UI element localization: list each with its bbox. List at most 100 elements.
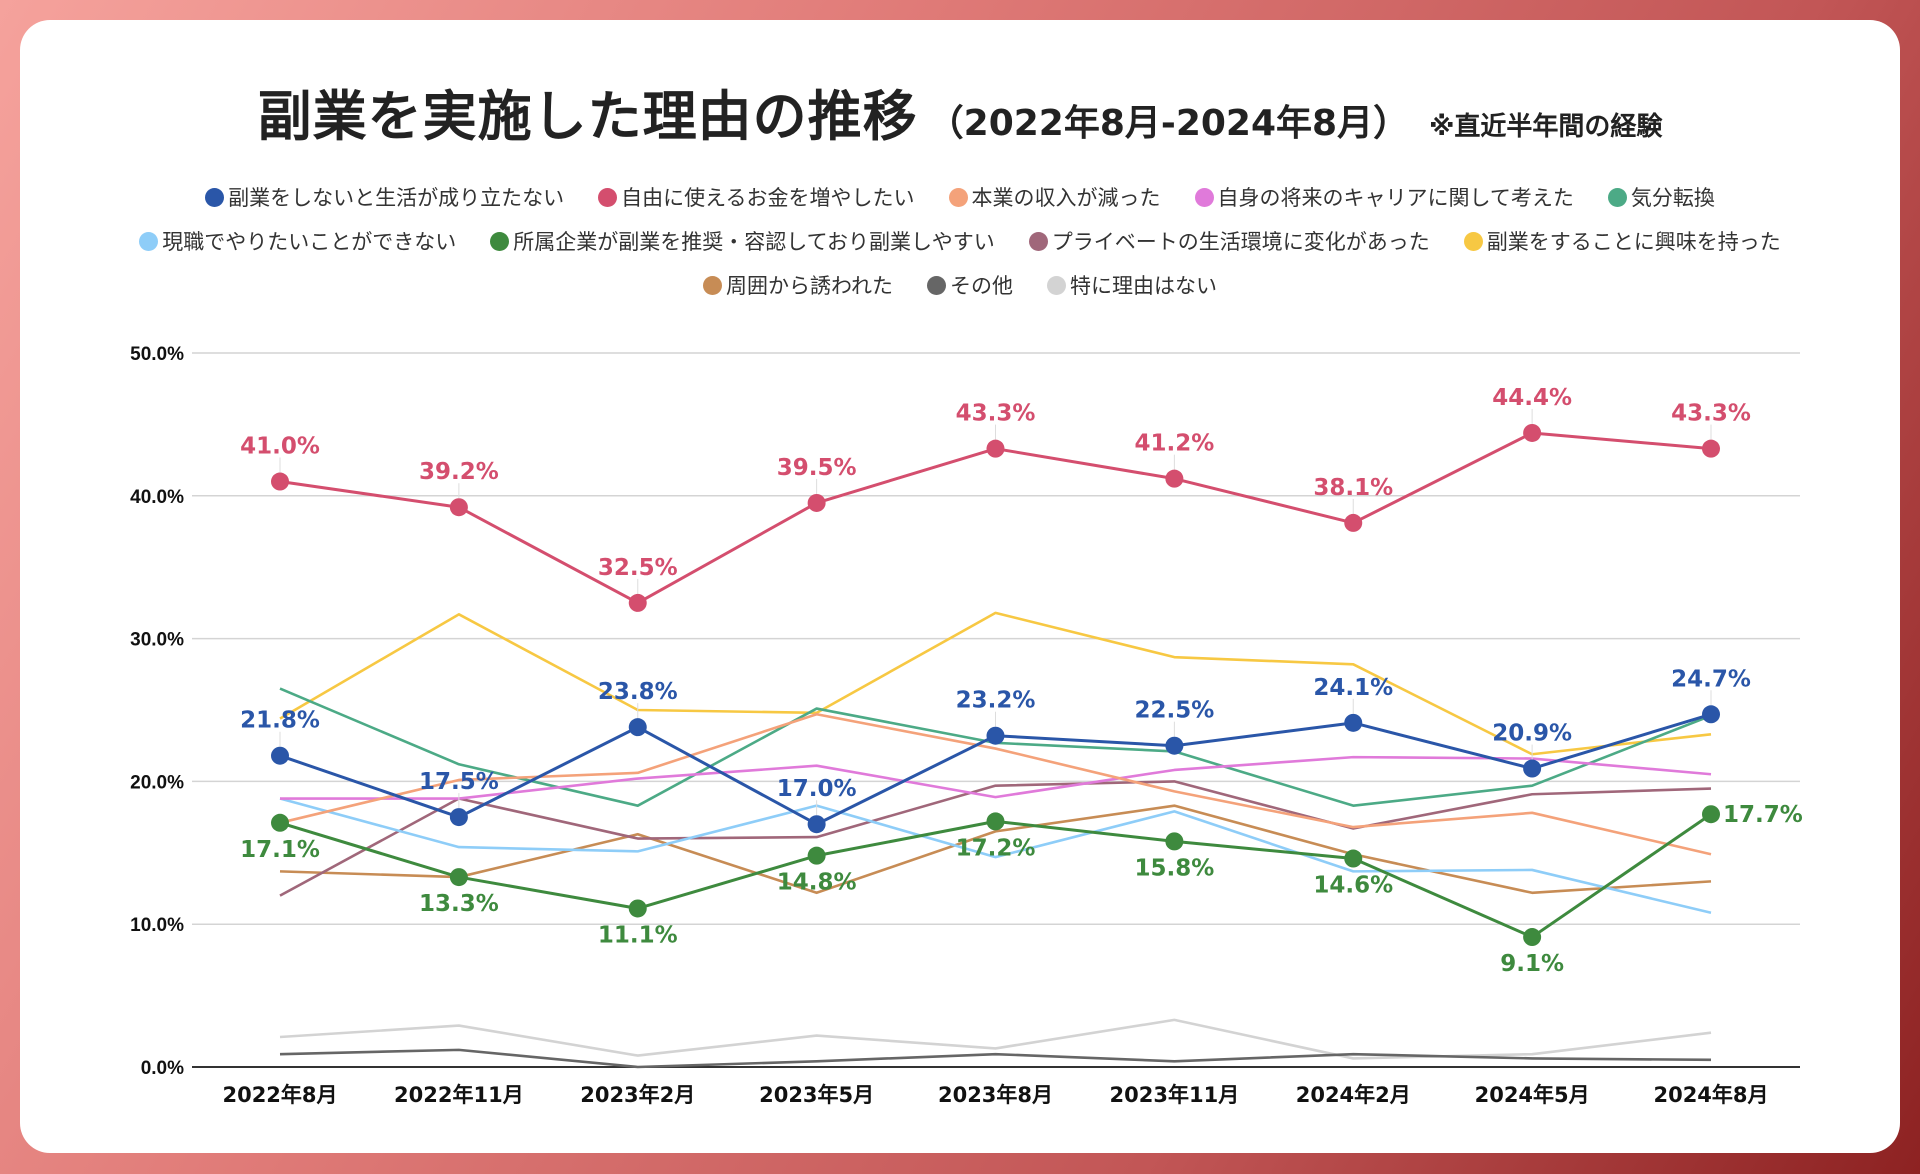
- legend-item[interactable]: 周囲から誘われた: [703, 270, 893, 300]
- series-1: 41.0% 39.2% 32.5% 39.5% 43.3% 41.2% 38.1% 44.4%…: [240, 385, 1751, 612]
- series-10: [279, 1048, 1712, 1069]
- legend-label: 副業をすることに興味を持った: [1486, 230, 1781, 254]
- series-7: [279, 780, 1712, 897]
- legend-item[interactable]: 副業をしないと生活が成り立たない: [205, 182, 564, 212]
- data-point: [1165, 736, 1184, 755]
- x-tick-label: 2024年5月: [1475, 1083, 1590, 1107]
- series-8: [279, 611, 1712, 756]
- data-label: 14.8%: [777, 870, 857, 896]
- data-point: [986, 439, 1005, 458]
- data-label: 15.8%: [1134, 855, 1214, 881]
- legend-label: プライベートの生活環境に変化があった: [1051, 230, 1430, 254]
- x-tick-label: 2023年2月: [580, 1083, 695, 1107]
- legend-dot-icon: [490, 231, 510, 251]
- x-tick-label: 2022年11月: [394, 1083, 524, 1107]
- legend-item[interactable]: 特に理由はない: [1046, 270, 1217, 300]
- legend-item[interactable]: 自身の将来のキャリアに関して考えた: [1194, 182, 1574, 212]
- legend-item[interactable]: プライベートの生活環境に変化があった: [1028, 226, 1430, 256]
- data-point: [1702, 439, 1720, 458]
- data-point: [628, 718, 647, 737]
- legend-item[interactable]: 気分転換: [1607, 182, 1715, 212]
- data-label: 21.8%: [240, 708, 320, 734]
- data-point: [986, 726, 1005, 745]
- legend-item[interactable]: 副業をすることに興味を持った: [1463, 226, 1781, 256]
- legend-row: 副業をしないと生活が成り立たない 自由に使えるお金を増やしたい 本業の収入が減った 自…: [0, 182, 1920, 212]
- data-point: [807, 493, 826, 512]
- series-line: [280, 755, 1712, 800]
- legend-item[interactable]: 現職でやりたいことができない: [139, 226, 456, 256]
- data-label: 13.3%: [419, 891, 499, 917]
- data-label: 39.5%: [777, 455, 857, 481]
- data-point: [1344, 513, 1363, 532]
- legend-label: 自由に使えるお金を増やしたい: [621, 186, 915, 210]
- legend-label: 現職でやりたいことができない: [162, 230, 457, 254]
- data-point: [449, 498, 468, 517]
- legend-dot-icon: [139, 231, 159, 251]
- data-label: 32.5%: [598, 555, 678, 581]
- legend-dot-icon: [1194, 187, 1214, 207]
- legend-dot-icon: [205, 187, 225, 207]
- series-line: [279, 804, 1712, 895]
- data-point: [271, 472, 289, 491]
- data-point: [628, 593, 647, 612]
- data-point: [986, 812, 1005, 831]
- series-line: [279, 1048, 1712, 1069]
- legend-row: 現職でやりたいことができない 所属企業が副業を推奨・容認しており副業しやすい プライ…: [0, 226, 1920, 256]
- legend-item[interactable]: 本業の収入が減った: [948, 182, 1161, 212]
- series-line: [279, 797, 1712, 915]
- legend-item[interactable]: 所属企業が副業を推奨・容認しており副業しやすい: [490, 226, 995, 256]
- x-tick-label: 2023年5月: [759, 1083, 874, 1107]
- legend-label: 特に理由はない: [1069, 274, 1217, 298]
- data-label: 17.0%: [777, 776, 857, 802]
- legend-label: 本業の収入が減った: [971, 186, 1161, 210]
- series-3: [280, 755, 1712, 800]
- legend-item[interactable]: 自由に使えるお金を増やしたい: [598, 182, 915, 212]
- legend-dot-icon: [948, 187, 968, 207]
- data-point: [1702, 805, 1720, 824]
- legend-label: その他: [949, 274, 1013, 298]
- y-tick-label: 10.0%: [130, 915, 184, 936]
- data-point: [628, 899, 647, 918]
- x-tick-label: 2023年8月: [938, 1083, 1053, 1107]
- x-tick-label: 2024年8月: [1653, 1083, 1768, 1107]
- data-label: 22.5%: [1134, 698, 1214, 724]
- data-label: 41.0%: [240, 434, 320, 460]
- chart-card: [20, 20, 1900, 1153]
- data-label: 24.1%: [1313, 675, 1393, 701]
- legend-dot-icon: [1607, 187, 1627, 207]
- data-point: [1344, 713, 1363, 732]
- legend-dot-icon: [926, 275, 946, 295]
- series-2: [279, 712, 1712, 856]
- y-tick-label: 20.0%: [130, 772, 184, 793]
- data-point: [449, 808, 468, 827]
- data-label: 9.1%: [1500, 951, 1564, 977]
- series-11: [279, 1018, 1712, 1060]
- data-label: 24.7%: [1671, 666, 1751, 692]
- y-tick-label: 40.0%: [130, 487, 184, 508]
- legend-item[interactable]: その他: [926, 270, 1013, 300]
- series-0: 21.8% 17.5% 23.8% 17.0% 23.2% 22.5% 24.1% 20.9%…: [240, 666, 1751, 834]
- legend-dot-icon: [1028, 231, 1048, 251]
- legend-label: 周囲から誘われた: [726, 274, 893, 298]
- series-6: 17.1% 13.3% 11.1% 14.8% 17.2% 15.8% 14.6% 9.1% 1…: [240, 802, 1803, 977]
- data-point: [271, 813, 289, 832]
- data-point: [807, 846, 826, 865]
- data-label: 39.2%: [419, 459, 499, 485]
- data-point: [1165, 469, 1184, 488]
- data-label: 43.3%: [956, 401, 1036, 427]
- data-label: 41.2%: [1134, 431, 1214, 457]
- data-point: [807, 815, 826, 834]
- legend-dot-icon: [598, 187, 618, 207]
- data-label: 23.8%: [598, 679, 678, 705]
- legend-dot-icon: [703, 275, 723, 295]
- title-main: 副業を実施した理由の推移: [257, 85, 918, 148]
- y-tick-label: 0.0%: [141, 1058, 184, 1079]
- data-point: [1344, 849, 1363, 868]
- y-tick-label: 50.0%: [130, 344, 184, 365]
- series-line: [279, 611, 1712, 756]
- x-tick-label: 2022年8月: [222, 1083, 337, 1107]
- legend-label: 所属企業が副業を推奨・容認しており副業しやすい: [513, 230, 995, 254]
- chart-title: 副業を実施した理由の推移 （2022年8月-2024年8月） ※直近半年間の経験: [0, 72, 1920, 151]
- data-label: 17.5%: [419, 769, 499, 795]
